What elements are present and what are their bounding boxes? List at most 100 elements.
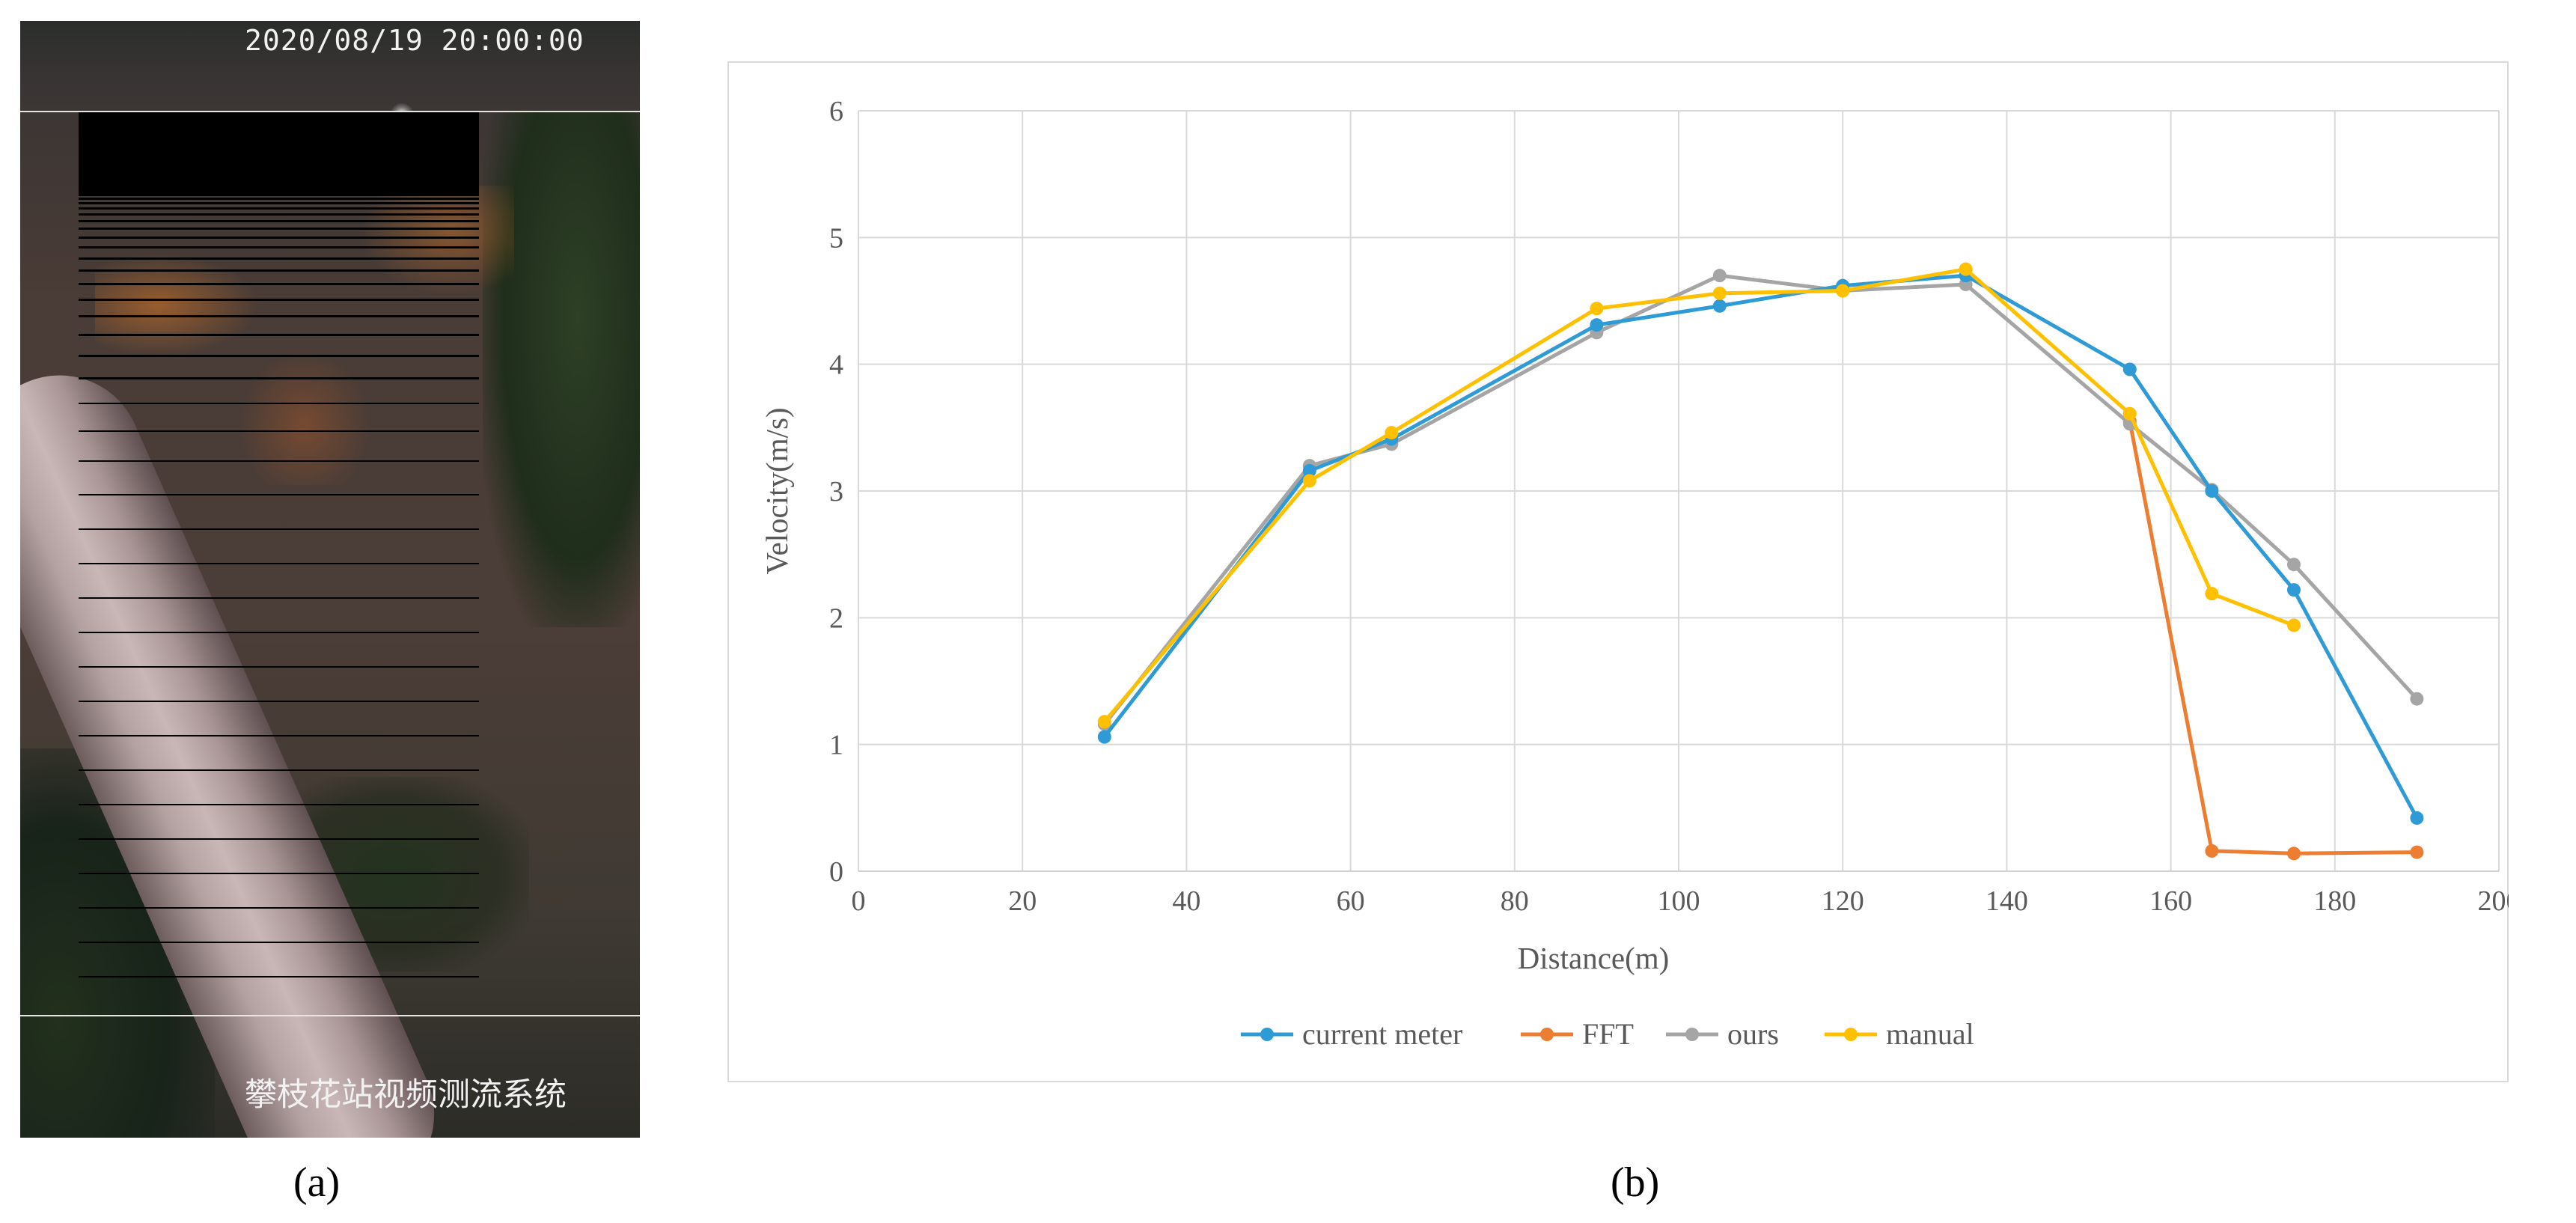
measurement-line	[79, 804, 479, 806]
measurement-line	[79, 402, 479, 404]
measurement-line	[79, 333, 479, 336]
measurement-line	[79, 735, 479, 737]
roi-bottom-border	[20, 1015, 640, 1016]
measurement-line	[79, 528, 479, 531]
measurement-line	[79, 769, 479, 772]
measurement-line	[79, 976, 479, 978]
measurement-line	[79, 460, 479, 463]
measurement-line	[79, 269, 479, 272]
data-point-current-meter	[2410, 811, 2424, 825]
series-line-manual	[1102, 267, 2296, 724]
measurement-line	[79, 666, 479, 668]
legend-item-manual: manual	[1825, 1017, 1974, 1051]
measurement-line	[79, 430, 479, 432]
x-tick-label: 60	[1337, 885, 1365, 917]
data-point-manual	[2122, 406, 2137, 421]
tick-labels: 0123456020406080100120140160180200	[829, 96, 2509, 917]
data-point-manual	[2205, 587, 2219, 601]
data-point-fft	[2205, 844, 2219, 858]
y-tick-label: 4	[829, 350, 843, 381]
legend-swatch-marker	[1540, 1028, 1554, 1041]
measurement-line	[79, 298, 479, 301]
measurement-line	[79, 873, 479, 875]
measurement-line	[79, 942, 479, 944]
measurement-line	[79, 213, 479, 216]
series-fft	[2122, 414, 2424, 861]
y-tick-label: 2	[829, 603, 843, 634]
legend-item-current-meter: current meter	[1241, 1017, 1462, 1051]
legend-label: current meter	[1302, 1017, 1462, 1051]
measurement-line	[79, 236, 479, 239]
timestamp-overlay: 2020/08/19 20:00:00	[245, 24, 585, 57]
data-point-fft	[2287, 847, 2301, 861]
data-point-current-meter	[1590, 318, 1604, 332]
series-ours	[1097, 269, 2424, 731]
legend-item-fft: FFT	[1521, 1017, 1634, 1051]
x-tick-label: 160	[2149, 885, 2192, 917]
measurement-line	[79, 245, 479, 248]
legend-swatch-marker	[1685, 1028, 1699, 1041]
measurement-line	[79, 202, 479, 204]
measurement-line	[79, 563, 479, 565]
data-point-manual	[1590, 302, 1604, 316]
legend-swatch-marker	[1844, 1028, 1858, 1041]
data-point-current-meter	[2287, 583, 2301, 597]
series-current-meter	[1097, 269, 2424, 825]
roi-top-border	[20, 111, 640, 112]
y-tick-label: 1	[829, 730, 843, 761]
velocity-distance-chart: 0123456020406080100120140160180200 Dista…	[760, 96, 2509, 1051]
legend-swatch-marker	[1260, 1028, 1274, 1041]
data-point-fft	[2410, 845, 2424, 859]
y-tick-label: 5	[829, 222, 843, 254]
measurement-line	[79, 219, 479, 222]
x-tick-label: 120	[1822, 885, 1864, 917]
data-point-ours	[2410, 692, 2424, 706]
series-line-fft	[2128, 419, 2419, 856]
measurement-line	[79, 198, 479, 200]
measurement-line	[79, 907, 479, 909]
panel-a-label: (a)	[293, 1159, 341, 1206]
data-point-manual	[1302, 474, 1316, 488]
x-tick-label: 200	[2478, 885, 2509, 917]
roi-mask	[79, 112, 479, 196]
measurement-line	[79, 283, 479, 286]
chart-frame	[727, 61, 2509, 1082]
data-point-manual	[2287, 618, 2301, 632]
measurement-line	[79, 354, 479, 357]
legend-item-ours: ours	[1666, 1017, 1779, 1051]
x-tick-label: 100	[1658, 885, 1700, 917]
data-point-manual	[1712, 286, 1727, 300]
data-point-current-meter	[1302, 463, 1316, 478]
x-tick-label: 0	[852, 885, 866, 917]
data-point-manual	[1836, 284, 1850, 298]
data-point-manual	[1385, 426, 1399, 440]
series-manual	[1097, 262, 2301, 729]
legend: current meter FFT ours manual	[1241, 1017, 1974, 1051]
measurement-line	[79, 838, 479, 841]
data-point-manual	[1959, 262, 1973, 276]
data-point-current-meter	[1097, 730, 1111, 744]
panel-b-label: (b)	[1611, 1159, 1660, 1206]
camera-frame-image: 2020/08/19 20:00:00 攀枝花站视频测流系统	[20, 21, 640, 1138]
x-tick-label: 20	[1008, 885, 1037, 917]
y-tick-label: 0	[829, 856, 843, 888]
x-tick-label: 40	[1172, 885, 1200, 917]
y-tick-label: 3	[829, 476, 843, 507]
x-tick-label: 140	[1986, 885, 2028, 917]
series-line-current-meter	[1102, 273, 2419, 820]
measurement-line	[79, 315, 479, 318]
measurement-line	[79, 701, 479, 703]
data-point-ours	[2287, 558, 2301, 572]
measurement-line	[79, 228, 479, 231]
measurement-line	[79, 494, 479, 496]
measurement-line	[79, 597, 479, 600]
legend-label: manual	[1886, 1017, 1974, 1051]
x-tick-label: 180	[2313, 885, 2356, 917]
x-tick-label: 80	[1501, 885, 1529, 917]
grid	[858, 110, 2500, 872]
data-point-current-meter	[1712, 299, 1727, 313]
measurement-line	[79, 207, 479, 210]
data-point-manual	[1097, 715, 1111, 729]
x-axis-title: Distance(m)	[1518, 941, 1670, 975]
data-point-current-meter	[2122, 362, 2137, 376]
